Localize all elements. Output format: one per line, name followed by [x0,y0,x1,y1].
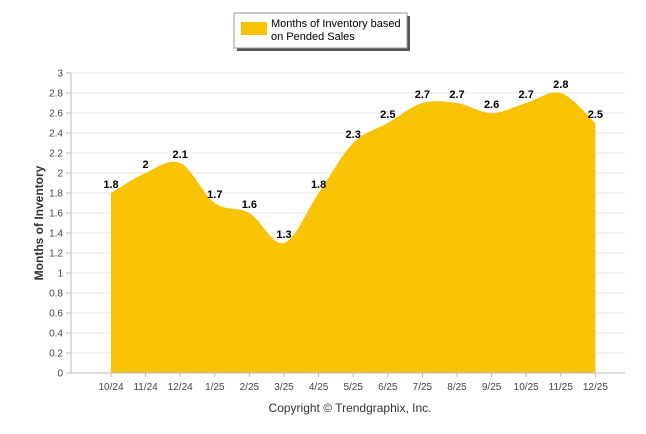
area-series [111,92,596,374]
y-tick-label: 2.4 [49,129,63,140]
y-tick-label: 0.6 [49,309,63,320]
data-label: 1.7 [207,189,222,201]
data-label: 1.6 [242,199,257,211]
y-tick-label: 2.6 [49,109,63,120]
legend-text-line1: Months of Inventory based [271,18,401,30]
x-tick-label: 7/25 [413,382,433,393]
x-tick-label: 12/25 [583,382,608,393]
data-label: 1.8 [103,179,118,191]
y-tick-label: 0 [57,369,63,380]
data-label: 1.3 [276,229,291,241]
x-tick-label: 12/24 [168,382,193,393]
y-tick-label: 0.4 [49,329,63,340]
y-tick-label: 0.2 [49,349,63,360]
x-tick-label: 2/25 [240,382,260,393]
data-label: 2.8 [553,79,568,91]
y-tick-label: 3 [57,69,63,80]
x-tick-label: 5/25 [343,382,363,393]
data-label: 2.1 [173,149,188,161]
y-tick-label: 0.8 [49,289,63,300]
data-label: 2.6 [484,99,499,111]
data-label: 2.7 [415,89,430,101]
y-axis-ticks: 0 0.2 0.4 0.6 0.8 1 1.2 1.4 1.6 1.8 2 2.2 2.4 2.6 2.8 3 [49,69,71,380]
data-labels: 1.8 2 2.1 1.7 1.6 1.3 1.8 2.3 2.5 2.7 2.7 2.6 2.7 2.8… [103,79,603,241]
data-label: 2.5 [380,109,395,121]
data-label: 2.7 [449,89,464,101]
axes [70,73,625,374]
y-tick-label: 1.2 [49,249,63,260]
x-tick-label: 1/25 [205,382,225,393]
x-tick-label: 11/24 [133,382,158,393]
y-tick-label: 2 [57,169,63,180]
x-tick-label: 3/25 [274,382,294,393]
x-axis-ticks: 10/24 11/24 12/24 1/25 2/25 3/25 4/25 5/25 6/25 7… [98,373,608,393]
y-tick-label: 1.8 [49,189,63,200]
data-label: 2.3 [346,129,361,141]
x-tick-label: 9/25 [482,382,502,393]
data-label: 2.7 [519,89,534,101]
x-tick-label: 8/25 [447,382,467,393]
x-tick-label: 10/25 [514,382,539,393]
x-tick-label: 11/25 [549,382,574,393]
y-tick-label: 1 [57,269,63,280]
y-axis-label: Months of Inventory [32,165,46,280]
x-tick-label: 6/25 [378,382,398,393]
y-tick-label: 1.6 [49,209,63,220]
copyright-text: Copyright © Trendgraphix, Inc. [269,401,432,415]
y-tick-label: 2.8 [49,89,63,100]
legend: Months of Inventory based on Pended Sale… [233,12,410,51]
data-label: 2.5 [588,109,603,121]
legend-swatch [241,22,267,35]
data-label: 1.8 [311,179,326,191]
x-tick-label: 4/25 [309,382,329,393]
legend-text-line2: on Pended Sales [271,31,355,43]
data-label: 2 [143,159,149,171]
y-tick-label: 1.4 [49,229,63,240]
x-tick-label: 10/24 [98,382,123,393]
y-tick-label: 2.2 [49,149,63,160]
